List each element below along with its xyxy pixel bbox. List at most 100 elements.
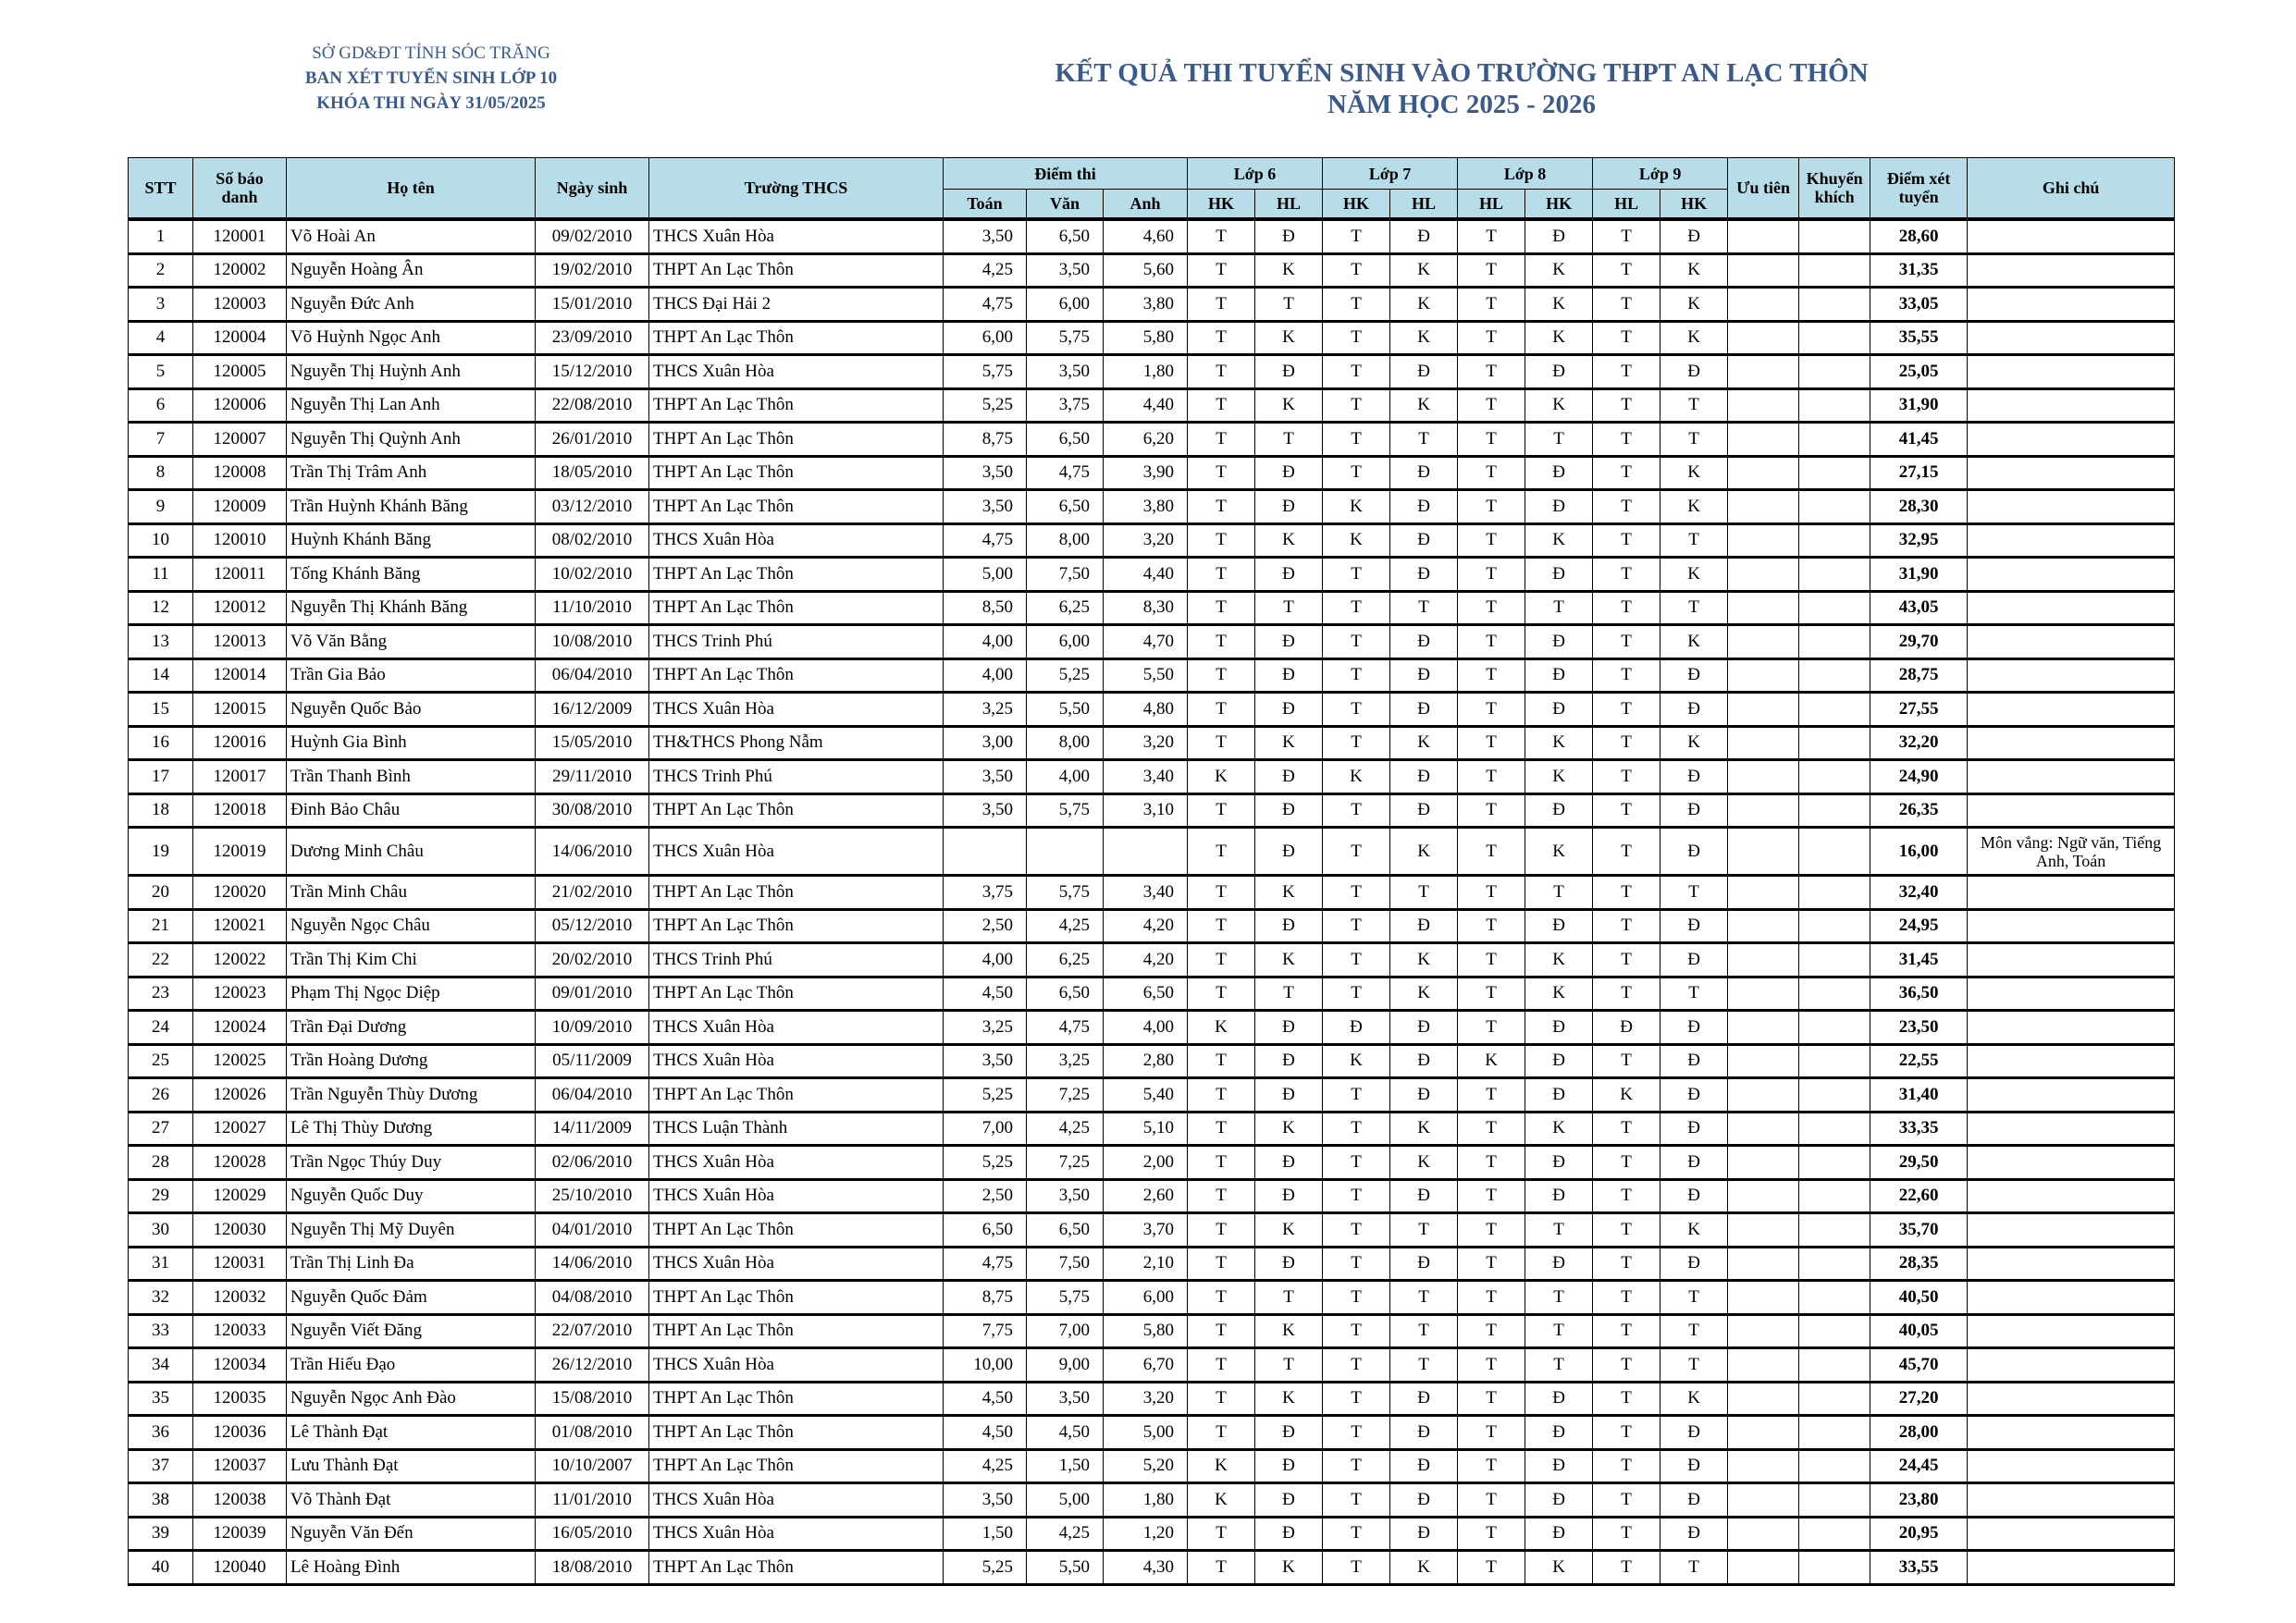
cell-stt: 5 bbox=[128, 354, 193, 390]
cell-khuyenkhich bbox=[1798, 422, 1871, 458]
cell-uutien bbox=[1727, 1280, 1800, 1316]
cell-lop8-hl: T bbox=[1457, 1178, 1526, 1214]
cell-khuyenkhich bbox=[1798, 1347, 1871, 1383]
cell-khuyenkhich bbox=[1798, 1280, 1871, 1316]
table-row: 8 120008 Trần Thị Trâm Anh 18/05/2010 THPT A… bbox=[128, 455, 2176, 491]
cell-lop7-hk: T bbox=[1322, 218, 1391, 255]
col-name: Họ tên bbox=[286, 157, 536, 220]
cell-lop6-hk: T bbox=[1187, 455, 1256, 491]
cell-diem: 27,15 bbox=[1870, 455, 1969, 491]
cell-name: Huỳnh Gia Bình bbox=[286, 725, 536, 761]
cell-school: THPT An Lạc Thôn bbox=[648, 320, 944, 356]
cell-school: THCS Xuân Hòa bbox=[648, 1178, 944, 1214]
cell-name: Trần Thị Trâm Anh bbox=[286, 455, 536, 491]
cell-uutien bbox=[1727, 218, 1800, 255]
cell-diem: 20,95 bbox=[1870, 1516, 1969, 1552]
cell-lop9-hk: Đ bbox=[1660, 1448, 1729, 1484]
cell-sbd: 120010 bbox=[192, 523, 287, 559]
cell-lop6-hl: K bbox=[1254, 1381, 1324, 1417]
cell-diem: 40,05 bbox=[1870, 1313, 1969, 1349]
cell-lop6-hl: Đ bbox=[1254, 759, 1324, 795]
cell-lop8-hk: K bbox=[1524, 387, 1594, 424]
cell-van: 5,50 bbox=[1026, 692, 1104, 728]
cell-sbd: 120032 bbox=[192, 1280, 287, 1316]
subcol-header: HL bbox=[1457, 189, 1526, 220]
cell-ghichu bbox=[1967, 875, 2176, 911]
cell-toan: 3,25 bbox=[943, 1010, 1027, 1046]
cell-school: THPT An Lạc Thôn bbox=[648, 1381, 944, 1417]
cell-diem: 24,90 bbox=[1870, 759, 1969, 795]
cell-van: 6,25 bbox=[1026, 942, 1104, 978]
cell-lop9-hk: K bbox=[1660, 252, 1729, 289]
cell-lop8-hk: Đ bbox=[1524, 1178, 1594, 1214]
cell-diem: 31,90 bbox=[1870, 557, 1969, 593]
cell-lop6-hl: Đ bbox=[1254, 658, 1324, 694]
cell-khuyenkhich bbox=[1798, 692, 1871, 728]
cell-dob: 30/08/2010 bbox=[535, 793, 649, 829]
cell-lop9-hl: T bbox=[1592, 422, 1661, 458]
cell-khuyenkhich bbox=[1798, 287, 1871, 323]
cell-dob: 15/01/2010 bbox=[535, 287, 649, 323]
cell-lop8-hl: T bbox=[1457, 1145, 1526, 1181]
cell-lop6-hk: T bbox=[1187, 875, 1256, 911]
cell-van: 8,00 bbox=[1026, 725, 1104, 761]
cell-lop8-hk: Đ bbox=[1524, 1246, 1594, 1282]
cell-lop6-hl: T bbox=[1254, 1280, 1324, 1316]
cell-sbd: 120029 bbox=[192, 1178, 287, 1214]
cell-uutien bbox=[1727, 1145, 1800, 1181]
cell-school: THPT An Lạc Thôn bbox=[648, 1077, 944, 1113]
table-row: 1 120001 Võ Hoài An 09/02/2010 THCS Xuân Hòa… bbox=[128, 218, 2176, 255]
table-row: 29 120029 Nguyễn Quốc Duy 25/10/2010 THCS Xu… bbox=[128, 1178, 2176, 1214]
cell-ghichu bbox=[1967, 1280, 2176, 1316]
cell-ghichu bbox=[1967, 793, 2176, 829]
cell-lop7-hk: T bbox=[1322, 793, 1391, 829]
cell-anh: 5,40 bbox=[1102, 1077, 1189, 1113]
cell-lop6-hk: T bbox=[1187, 1077, 1256, 1113]
cell-lop7-hl: Đ bbox=[1389, 908, 1459, 944]
cell-lop7-hk: T bbox=[1322, 1077, 1391, 1113]
cell-lop7-hl: Đ bbox=[1389, 1381, 1459, 1417]
cell-dob: 10/08/2010 bbox=[535, 624, 649, 660]
cell-lop7-hl: Đ bbox=[1389, 1415, 1459, 1451]
cell-lop6-hl: Đ bbox=[1254, 1043, 1324, 1079]
cell-lop9-hl: T bbox=[1592, 218, 1661, 255]
cell-ghichu bbox=[1967, 1212, 2176, 1248]
cell-van: 6,00 bbox=[1026, 624, 1104, 660]
cell-khuyenkhich bbox=[1798, 827, 1871, 877]
cell-lop7-hl: Đ bbox=[1389, 692, 1459, 728]
cell-khuyenkhich bbox=[1798, 1313, 1871, 1349]
cell-stt: 20 bbox=[128, 875, 193, 911]
table-row: 25 120025 Trần Hoàng Dương 05/11/2009 THCS X… bbox=[128, 1043, 2176, 1079]
cell-sbd: 120005 bbox=[192, 354, 287, 390]
cell-school: THPT An Lạc Thôn bbox=[648, 1448, 944, 1484]
cell-lop9-hl: T bbox=[1592, 1381, 1661, 1417]
results-table: STT Số báo danh Họ tên Ngày sinh Trường … bbox=[128, 157, 2176, 1586]
cell-lop6-hl: Đ bbox=[1254, 624, 1324, 660]
cell-lop8-hl: T bbox=[1457, 287, 1526, 323]
cell-lop9-hl: T bbox=[1592, 658, 1661, 694]
cell-lop6-hl: T bbox=[1254, 1347, 1324, 1383]
cell-lop8-hk: Đ bbox=[1524, 1448, 1594, 1484]
page-title: KẾT QUẢ THI TUYỂN SINH VÀO TRƯỜNG THPT A… bbox=[925, 57, 1998, 120]
cell-khuyenkhich bbox=[1798, 1111, 1871, 1147]
cell-anh: 3,40 bbox=[1102, 759, 1189, 795]
cell-toan: 4,50 bbox=[943, 1415, 1027, 1451]
cell-stt: 13 bbox=[128, 624, 193, 660]
cell-lop9-hk: T bbox=[1660, 523, 1729, 559]
cell-lop9-hl: T bbox=[1592, 523, 1661, 559]
cell-sbd: 120007 bbox=[192, 422, 287, 458]
cell-anh: 1,80 bbox=[1102, 354, 1189, 390]
cell-lop9-hk: T bbox=[1660, 1280, 1729, 1316]
table-row: 17 120017 Trần Thanh Bình 29/11/2010 THCS Tr… bbox=[128, 759, 2176, 795]
cell-diem: 32,40 bbox=[1870, 875, 1969, 911]
cell-van: 5,50 bbox=[1026, 1550, 1104, 1586]
cell-school: THCS Đại Hải 2 bbox=[648, 287, 944, 323]
cell-sbd: 120040 bbox=[192, 1550, 287, 1586]
cell-sbd: 120022 bbox=[192, 942, 287, 978]
cell-anh: 3,80 bbox=[1102, 489, 1189, 525]
cell-lop6-hl: Đ bbox=[1254, 1516, 1324, 1552]
cell-stt: 2 bbox=[128, 252, 193, 289]
cell-uutien bbox=[1727, 942, 1800, 978]
cell-dob: 10/10/2007 bbox=[535, 1448, 649, 1484]
cell-anh: 6,70 bbox=[1102, 1347, 1189, 1383]
